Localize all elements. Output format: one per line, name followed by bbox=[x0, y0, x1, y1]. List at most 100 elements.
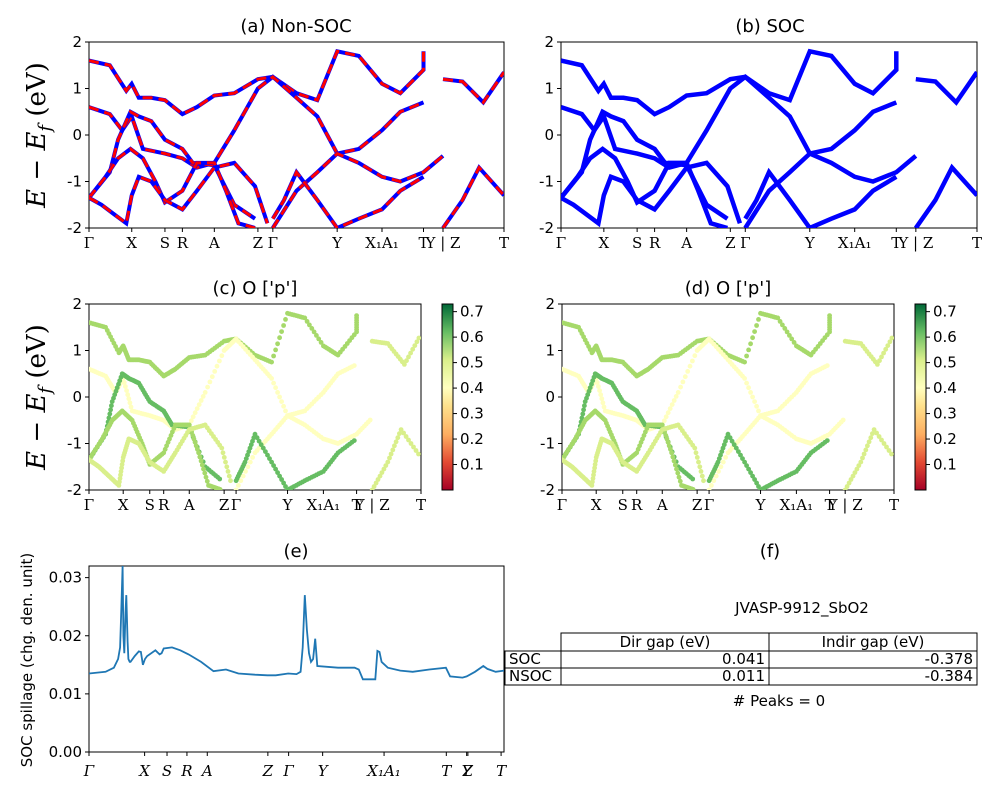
projected-point bbox=[414, 339, 420, 345]
projected-point bbox=[824, 438, 830, 443]
projected-point bbox=[669, 450, 674, 456]
y-tick-label: 0 bbox=[545, 388, 555, 406]
projected-point bbox=[580, 411, 586, 417]
projected-point bbox=[861, 451, 867, 457]
projected-point bbox=[194, 406, 200, 411]
projected-point bbox=[252, 431, 258, 437]
colorbar-tick-label: 0.7 bbox=[933, 303, 957, 321]
band-line bbox=[441, 164, 504, 228]
projected-point bbox=[746, 347, 751, 353]
projected-point bbox=[865, 443, 870, 449]
ylabel-row1: E − Ef (eV) bbox=[22, 62, 56, 209]
x-tick-label: T bbox=[418, 234, 428, 252]
colorbar-tick-label: 0.5 bbox=[933, 354, 957, 372]
projected-point bbox=[351, 438, 357, 443]
projected-point bbox=[200, 394, 206, 399]
plot-frame bbox=[561, 303, 895, 491]
projected-point bbox=[673, 394, 679, 399]
projected-point bbox=[597, 388, 602, 393]
projected-point bbox=[672, 462, 678, 468]
projected-point bbox=[787, 333, 792, 338]
projected-point bbox=[199, 462, 205, 468]
projected-point bbox=[408, 441, 414, 446]
projected-point bbox=[775, 315, 781, 321]
projected-point bbox=[118, 472, 123, 478]
projected-point bbox=[582, 403, 587, 409]
projected-point bbox=[884, 444, 889, 450]
projected-point bbox=[680, 379, 686, 385]
projected-point bbox=[756, 408, 761, 414]
projected-point bbox=[254, 435, 260, 441]
projected-point bbox=[871, 427, 877, 432]
colorbar-tick-label: 0.4 bbox=[460, 379, 484, 397]
projected-point bbox=[593, 458, 599, 464]
projected-point bbox=[889, 335, 894, 341]
x-tick-label: R bbox=[158, 496, 170, 514]
projected-point bbox=[592, 465, 597, 471]
projected-point bbox=[226, 473, 232, 479]
y-tick-label: -1 bbox=[67, 173, 82, 191]
projected-point bbox=[665, 410, 671, 416]
projected-point bbox=[690, 358, 695, 364]
x-tick-label: Z bbox=[219, 496, 229, 514]
x-tick-label: X₁A₁ bbox=[780, 496, 814, 514]
plot-frame bbox=[88, 303, 422, 491]
x-tick-label: X bbox=[118, 496, 129, 514]
projected-point bbox=[283, 408, 288, 414]
projected-point bbox=[373, 480, 379, 486]
projected-point bbox=[307, 322, 312, 328]
x-tick-label: X bbox=[138, 762, 151, 780]
colorbar-tick-label: 0.3 bbox=[460, 405, 484, 423]
projected-point bbox=[198, 398, 204, 403]
projected-point bbox=[718, 464, 724, 470]
x-tick-label: X bbox=[126, 234, 137, 252]
projected-point bbox=[265, 452, 270, 458]
colorbar-tick-label: 0.2 bbox=[460, 430, 484, 448]
projected-point bbox=[202, 390, 208, 395]
band-line-dashed bbox=[442, 71, 504, 105]
y-tick-label: -1 bbox=[539, 173, 554, 191]
projected-point bbox=[203, 474, 209, 480]
colorbar-tick-label: 0.1 bbox=[460, 456, 484, 474]
x-tick-label: Z bbox=[692, 496, 702, 514]
projected-point bbox=[273, 385, 278, 391]
projected-point bbox=[706, 487, 712, 490]
projected-point bbox=[784, 329, 790, 335]
band-line bbox=[89, 48, 426, 117]
projected-point bbox=[682, 374, 688, 380]
projected-point bbox=[121, 380, 127, 385]
table-cell-dir: 0.041 bbox=[722, 650, 765, 668]
projected-point bbox=[601, 404, 607, 410]
projected-point bbox=[676, 474, 682, 480]
x-tick-label: Z bbox=[253, 234, 263, 252]
projected-point bbox=[863, 447, 869, 453]
x-tick-label: T bbox=[972, 234, 982, 252]
x-tick-label: S bbox=[618, 496, 628, 514]
band-line bbox=[743, 167, 898, 228]
x-tick-label: T bbox=[441, 762, 452, 780]
y-tick-label: 0.01 bbox=[49, 685, 82, 703]
colorbar-tick-label: 0.6 bbox=[460, 328, 484, 346]
colorbar-tick-label: 0.3 bbox=[933, 405, 957, 423]
projected-point bbox=[281, 403, 286, 409]
x-tick-label: R bbox=[631, 496, 643, 514]
x-tick-label: T bbox=[825, 496, 835, 514]
colorbar-tick-label: 0.1 bbox=[933, 456, 957, 474]
projected-point bbox=[207, 379, 213, 385]
projected-point bbox=[243, 469, 248, 474]
x-tick-label: R bbox=[649, 234, 661, 252]
projected-point bbox=[197, 454, 203, 460]
projected-point bbox=[217, 476, 223, 482]
projected-point bbox=[777, 319, 783, 324]
x-tick-label: Γ bbox=[740, 234, 750, 252]
projected-point bbox=[733, 445, 739, 451]
x-tick-label: S bbox=[160, 234, 170, 252]
x-tick-label: Y bbox=[804, 234, 816, 252]
projected-point bbox=[402, 362, 407, 367]
x-tick-label: Γ bbox=[556, 234, 566, 252]
projected-point bbox=[279, 477, 284, 482]
projected-point bbox=[275, 390, 280, 395]
x-tick-label: Y | Z bbox=[897, 234, 933, 252]
projected-point bbox=[367, 417, 373, 423]
projected-point bbox=[354, 313, 359, 318]
